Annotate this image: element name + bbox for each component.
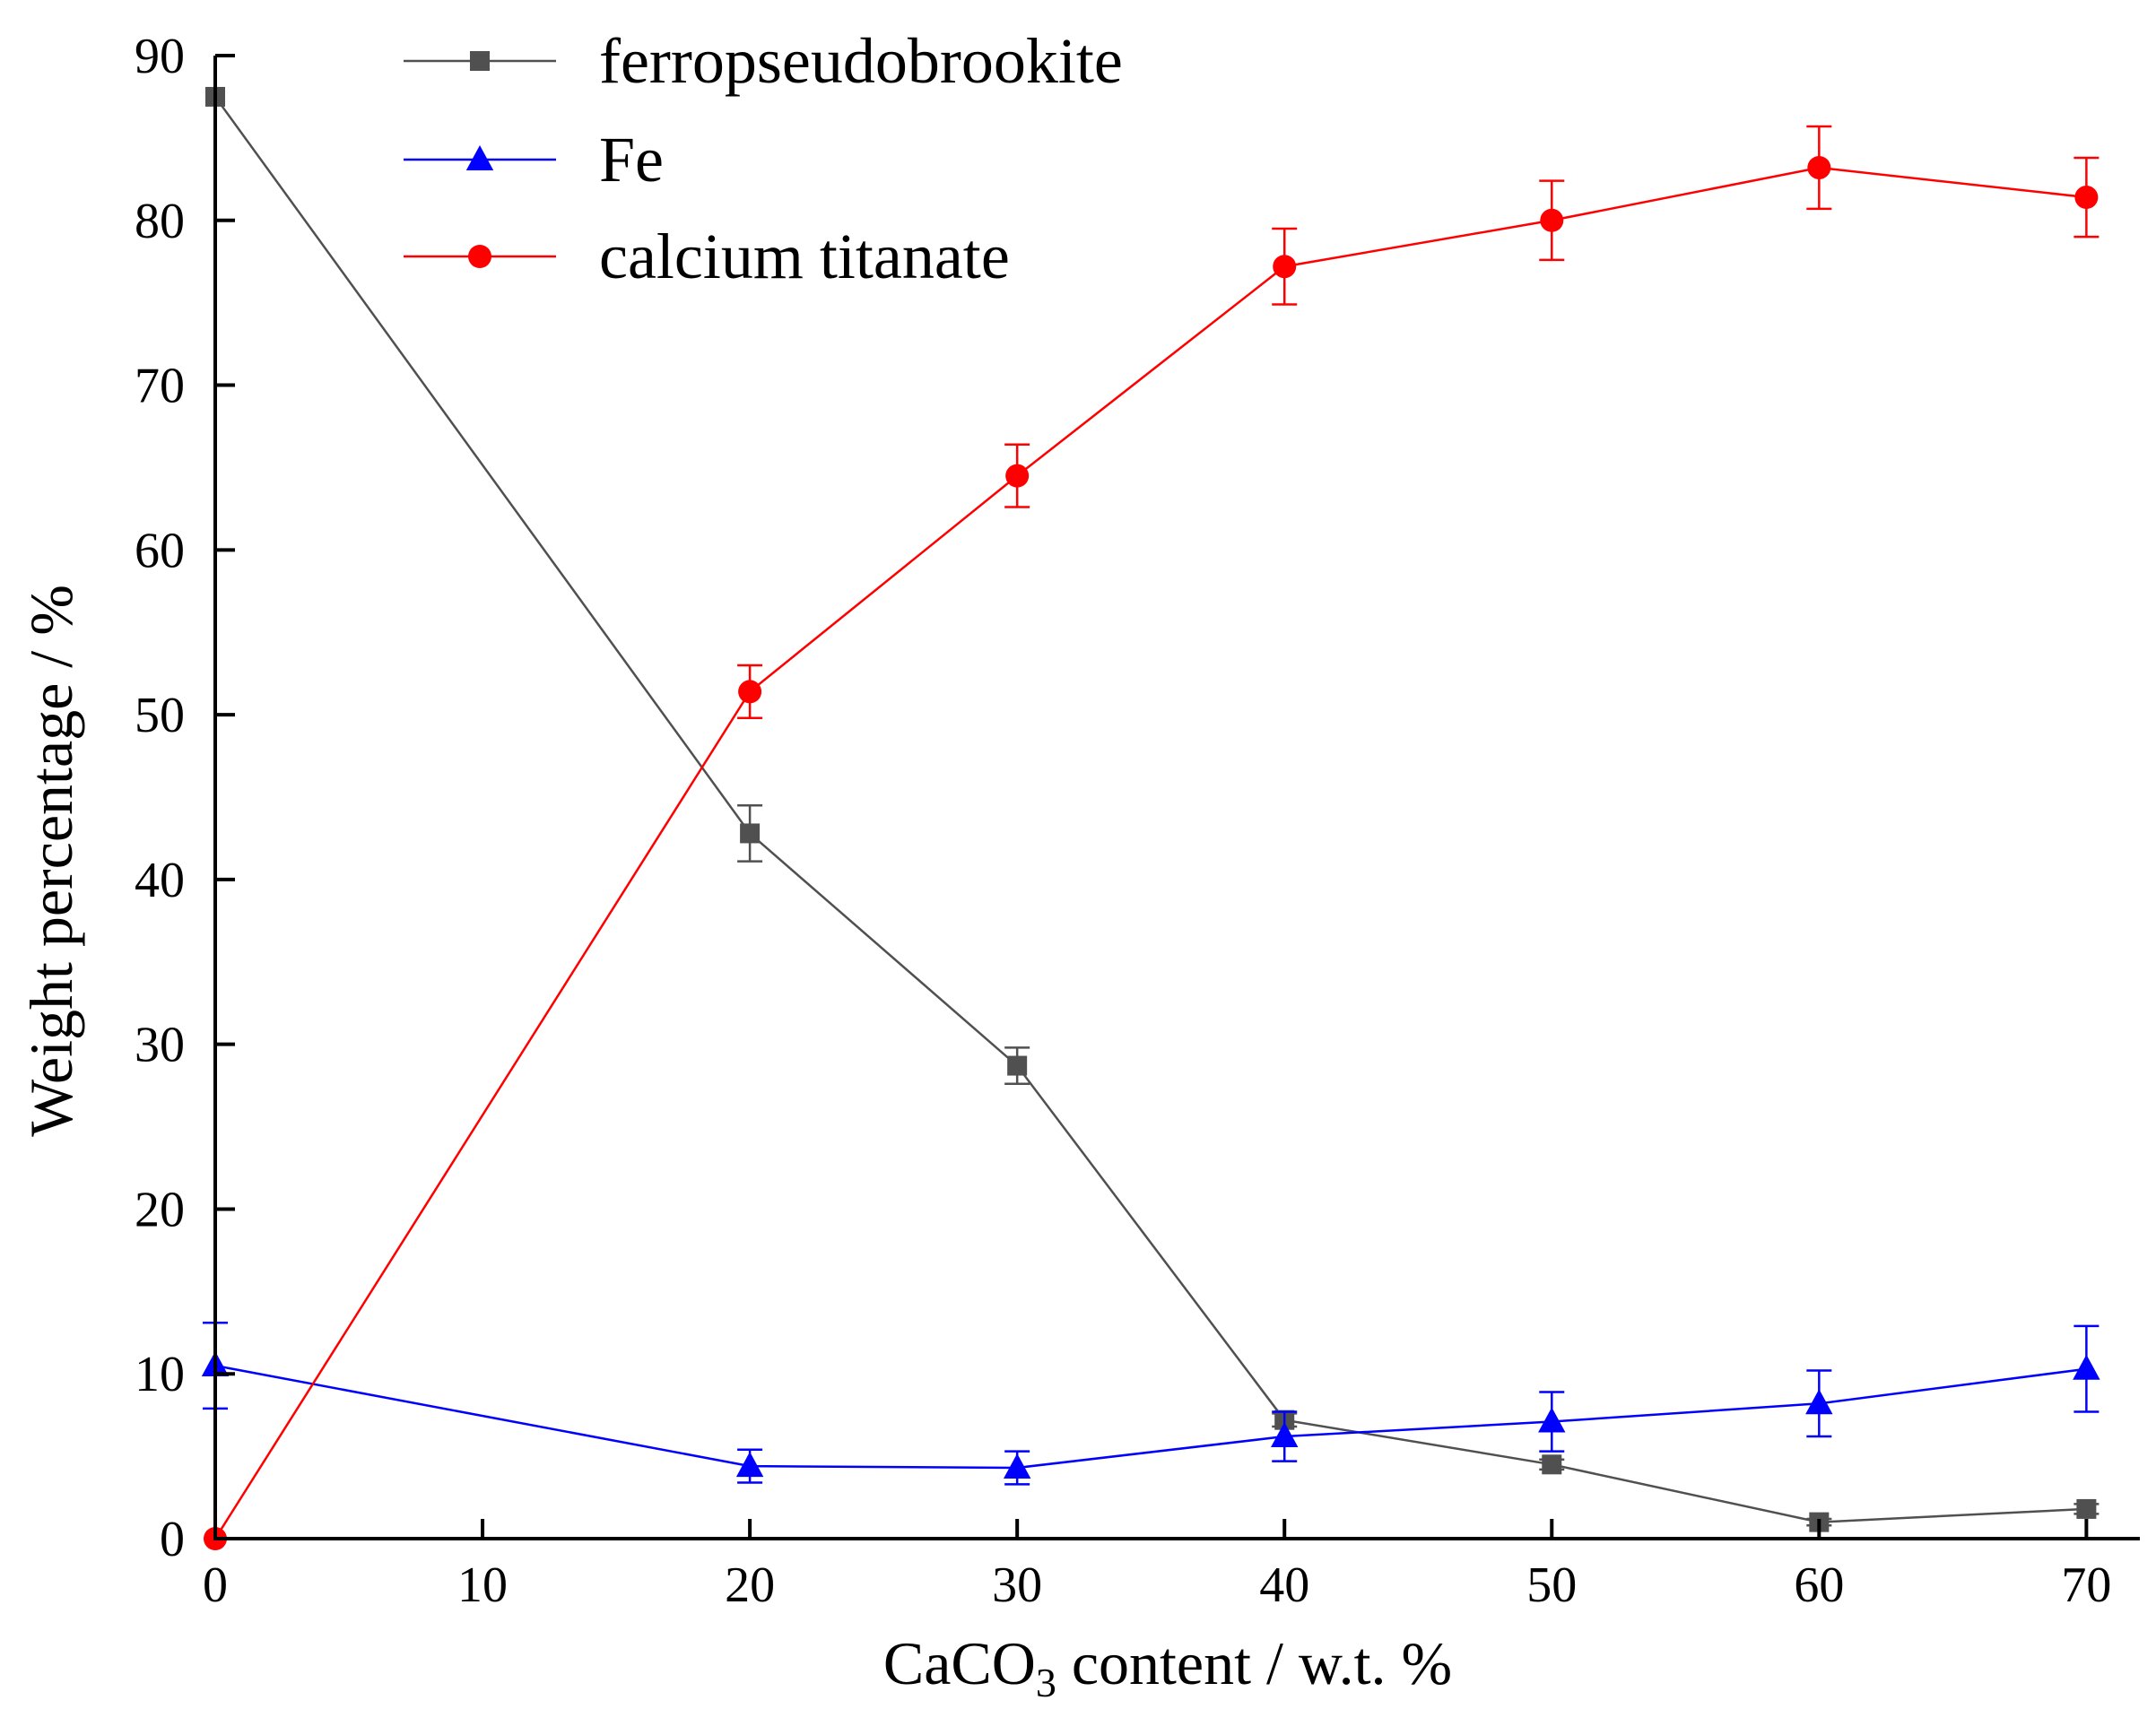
series-line-ferropseudobrookite bbox=[213, 96, 2087, 1523]
legend-marker bbox=[470, 51, 490, 71]
x-axis-title-subscript: 3 bbox=[1036, 1660, 1056, 1705]
legend-item-fe: Fe bbox=[404, 124, 664, 195]
x-tick-label: 30 bbox=[992, 1557, 1042, 1613]
y-axis-title: Weight percentage / % bbox=[17, 585, 85, 1137]
x-tick-label: 50 bbox=[1526, 1557, 1577, 1613]
x-tick-label: 40 bbox=[1259, 1557, 1309, 1613]
data-point bbox=[1538, 1407, 1566, 1433]
y-tick-label: 40 bbox=[135, 853, 185, 908]
y-tick-label: 0 bbox=[160, 1512, 185, 1567]
data-point bbox=[2074, 186, 2099, 210]
data-point bbox=[1003, 1453, 1031, 1479]
legend-label: ferropseudobrookite bbox=[599, 25, 1123, 97]
y-tick-label: 60 bbox=[135, 523, 185, 578]
x-tick-label: 20 bbox=[725, 1557, 775, 1613]
data-point bbox=[1805, 1389, 1833, 1415]
data-point bbox=[2073, 1354, 2100, 1380]
x-axis-title-main: CaCO bbox=[883, 1629, 1036, 1697]
data-point bbox=[2076, 1498, 2097, 1519]
x-tick-label: 60 bbox=[1794, 1557, 1844, 1613]
series-calcium-titanate bbox=[204, 125, 2099, 1550]
x-tick-label: 10 bbox=[457, 1557, 508, 1613]
y-tick-label: 30 bbox=[135, 1018, 185, 1073]
series-fe bbox=[201, 1322, 2100, 1486]
y-tick-label: 10 bbox=[135, 1347, 185, 1402]
data-point bbox=[1542, 1454, 1562, 1475]
x-axis-title: CaCO3 content / w.t. % bbox=[883, 1629, 1452, 1705]
data-point bbox=[735, 1452, 764, 1478]
series-line-calcium-titanate bbox=[213, 166, 2087, 1540]
y-tick-label: 80 bbox=[135, 194, 185, 249]
legend-label: Fe bbox=[599, 124, 664, 195]
data-point bbox=[1273, 255, 1297, 279]
data-point bbox=[1005, 464, 1030, 488]
data-point bbox=[740, 823, 761, 844]
series-layer bbox=[201, 86, 2100, 1550]
legend-item-ferropseudobrookite: ferropseudobrookite bbox=[404, 25, 1123, 97]
y-tick-label: 50 bbox=[135, 688, 185, 743]
series-line-fe bbox=[214, 1364, 2087, 1470]
legend-marker bbox=[465, 145, 494, 170]
data-point bbox=[1807, 155, 1831, 179]
x-tick-label: 0 bbox=[203, 1557, 228, 1613]
data-point bbox=[1540, 208, 1564, 232]
legend-marker bbox=[468, 245, 491, 268]
data-point bbox=[1271, 1422, 1299, 1448]
legend-label: calcium titanate bbox=[599, 221, 1010, 292]
legend-item-calcium-titanate: calcium titanate bbox=[404, 221, 1010, 292]
y-tick-label: 20 bbox=[135, 1182, 185, 1237]
data-point bbox=[738, 680, 762, 704]
x-axis-title-rest: content / w.t. % bbox=[1056, 1629, 1452, 1697]
axes-layer: 0 10 20 30 40 50 60 70 0 10 20 30 40 50 60 70 80 90 bbox=[135, 29, 2140, 1613]
y-tick-label: 70 bbox=[135, 359, 185, 414]
series-ferropseudobrookite bbox=[205, 86, 2099, 1532]
data-point bbox=[1007, 1055, 1028, 1076]
legend: ferropseudobrookite Fe calcium titanate bbox=[404, 25, 1123, 292]
x-tick-label: 70 bbox=[2061, 1557, 2111, 1613]
y-tick-label: 90 bbox=[135, 29, 185, 84]
